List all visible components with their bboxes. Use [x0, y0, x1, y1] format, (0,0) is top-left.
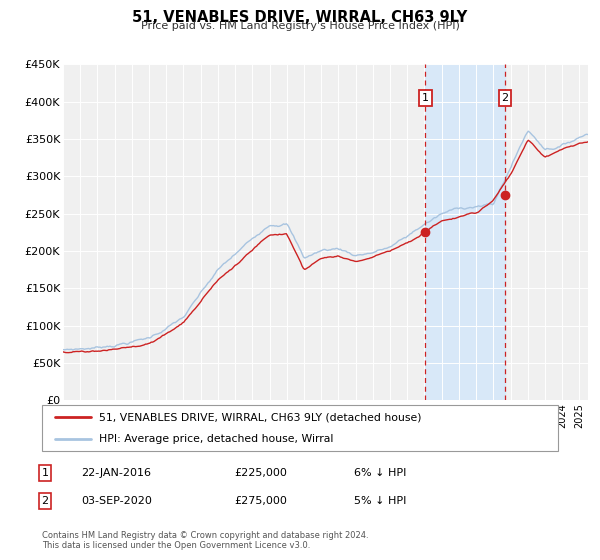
Text: HPI: Average price, detached house, Wirral: HPI: Average price, detached house, Wirr…	[99, 434, 333, 444]
Bar	[425, 64, 505, 400]
Text: 5% ↓ HPI: 5% ↓ HPI	[354, 496, 406, 506]
Text: 51, VENABLES DRIVE, WIRRAL, CH63 9LY: 51, VENABLES DRIVE, WIRRAL, CH63 9LY	[133, 10, 467, 25]
FancyBboxPatch shape	[42, 405, 558, 451]
Text: Contains HM Land Registry data © Crown copyright and database right 2024.: Contains HM Land Registry data © Crown c…	[42, 531, 368, 540]
Text: 51, VENABLES DRIVE, WIRRAL, CH63 9LY (detached house): 51, VENABLES DRIVE, WIRRAL, CH63 9LY (de…	[99, 412, 421, 422]
Text: This data is licensed under the Open Government Licence v3.0.: This data is licensed under the Open Gov…	[42, 541, 310, 550]
Text: £225,000: £225,000	[234, 468, 287, 478]
Text: 2: 2	[41, 496, 49, 506]
Text: 1: 1	[422, 93, 429, 103]
Text: 2: 2	[501, 93, 508, 103]
Text: 6% ↓ HPI: 6% ↓ HPI	[354, 468, 406, 478]
Text: £275,000: £275,000	[234, 496, 287, 506]
Text: 1: 1	[41, 468, 49, 478]
Text: 22-JAN-2016: 22-JAN-2016	[81, 468, 151, 478]
Text: 03-SEP-2020: 03-SEP-2020	[81, 496, 152, 506]
Text: Price paid vs. HM Land Registry's House Price Index (HPI): Price paid vs. HM Land Registry's House …	[140, 21, 460, 31]
